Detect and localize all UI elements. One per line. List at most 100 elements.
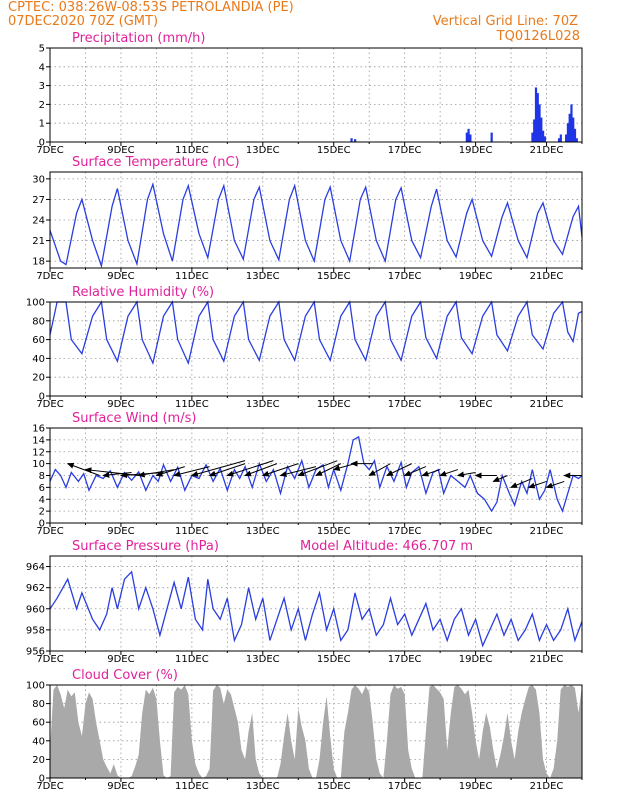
pres-ytick-label: 964 [26, 562, 45, 573]
cloud-title: Cloud Cover (%) [72, 668, 178, 683]
wind-ytick-label: 8 [39, 471, 45, 482]
pres-title: Surface Pressure (hPa) [72, 539, 219, 554]
precip-bar [540, 117, 543, 142]
temp-xtick-label: 11DEC [175, 271, 209, 282]
wind-xtick-label: 17DEC [388, 526, 422, 537]
precip-xtick-label: 17DEC [388, 145, 422, 156]
wind-series-line [49, 435, 583, 513]
precip-bar [465, 132, 468, 142]
wind-arrow [190, 460, 246, 477]
precip-ytick-label: 5 [39, 44, 45, 55]
cloud-xtick-label: 13DEC [246, 781, 280, 792]
cloud-ytick-label: 20 [32, 755, 45, 766]
precip-bar [573, 128, 577, 142]
temp-ytick-label: 27 [32, 195, 45, 206]
pres-xtick-label: 7DEC [36, 654, 63, 665]
wind-arrow [510, 478, 533, 488]
temp-xtick-label: 7DEC [36, 271, 63, 282]
cloud-xtick-label: 7DEC [36, 781, 63, 792]
wind-xtick-label: 15DEC [317, 526, 351, 537]
pres-xtick-label: 13DEC [246, 654, 280, 665]
precip-xtick-label: 13DEC [246, 145, 280, 156]
wind-arrow [208, 463, 246, 477]
pres-frame [49, 555, 583, 652]
wind-title: Surface Wind (m/s) [72, 411, 196, 426]
rh-xtick-label: 9DEC [107, 399, 134, 410]
precip-bar [565, 134, 568, 142]
precip-bar [559, 134, 562, 142]
temp-series-line [49, 181, 583, 269]
wind-xtick-label: 19DEC [459, 526, 493, 537]
wind-arrow [332, 463, 356, 471]
precip-ytick-label: 4 [39, 62, 45, 73]
precip-bar [467, 128, 470, 142]
precip-ytick-label: 3 [39, 81, 45, 92]
cloud-ytick-label: 0 [39, 774, 45, 785]
wind-xtick-label: 13DEC [246, 526, 280, 537]
temp-xtick-label: 13DEC [246, 271, 280, 282]
precip-panel: 0 1 2 3 4 5 7DEC 9DEC 11DEC 13DEC 15DEC 17DEC 19DEC 2… [36, 31, 583, 156]
wind-arrow [315, 463, 342, 476]
precip-bar [570, 104, 573, 142]
precip-bar [531, 132, 534, 142]
wind-arrow [155, 466, 185, 477]
pres-ytick-label: 958 [26, 625, 45, 636]
precip-bar [541, 130, 545, 142]
precip-bar [543, 136, 546, 142]
wind-xtick-label: 7DEC [36, 526, 63, 537]
rh-xtick-label: 19DEC [459, 399, 493, 410]
wind-arrow [244, 463, 278, 477]
rh-ytick-label: 60 [32, 335, 45, 346]
cloud-xtick-label: 17DEC [388, 781, 422, 792]
pres-xtick-label: 9DEC [107, 654, 134, 665]
wind-ytick-label: 6 [39, 483, 45, 494]
wind-arrow [297, 460, 338, 477]
pres-extra-label: Model Altitude: 466.707 m [300, 539, 473, 554]
rh-panel: 0 20 40 60 80 100 7DEC 9DEC 11DEC 13DEC 15DEC 17DEC… [26, 285, 583, 410]
wind-ytick-label: 14 [32, 435, 45, 446]
wind-arrow [66, 462, 100, 476]
cloud-xtick-label: 9DEC [107, 781, 134, 792]
wind-arrow [439, 469, 459, 477]
cloud-panel: 0 20 40 60 80 100 7DEC 9DEC 11DEC 13DEC 15DEC 17DEC… [26, 668, 583, 792]
rh-xtick-label: 13DEC [246, 399, 280, 410]
precip-bar [566, 123, 570, 142]
temp-ytick-label: 24 [32, 216, 45, 227]
model-code: TQ0126L028 [496, 29, 580, 44]
wind-xtick-label: 21DEC [530, 526, 564, 537]
rh-title: Relative Humidity (%) [72, 285, 214, 300]
temp-xtick-label: 15DEC [317, 271, 351, 282]
precip-bar [490, 132, 493, 142]
precip-bar [575, 138, 578, 142]
wind-arrow [421, 469, 441, 477]
pres-series-line [49, 570, 583, 648]
precip-xtick-label: 21DEC [530, 145, 564, 156]
rh-ytick-label: 40 [32, 354, 45, 365]
temp-xtick-label: 21DEC [530, 271, 564, 282]
wind-arrow [226, 460, 274, 477]
pres-ytick-label: 962 [26, 583, 45, 594]
wind-ytick-label: 10 [32, 459, 45, 470]
pres-xtick-label: 19DEC [459, 654, 493, 665]
cloud-frame [49, 684, 583, 779]
rh-xtick-label: 15DEC [317, 399, 351, 410]
wind-xtick-label: 9DEC [107, 526, 134, 537]
wind-frame [49, 427, 583, 524]
temp-panel: 18 21 24 27 30 7DEC 9DEC 11DEC 13DEC 15DEC 17DEC 19… [32, 155, 583, 282]
precip-bar [538, 104, 541, 142]
temp-title: Surface Temperature (nC) [72, 155, 240, 170]
vertical-grid-note: Vertical Grid Line: 70Z [433, 14, 578, 29]
temp-ytick-label: 30 [32, 174, 45, 185]
rh-ytick-label: 100 [26, 298, 45, 309]
wind-ytick-label: 0 [39, 519, 45, 530]
precip-frame [49, 47, 583, 143]
wind-arrow [403, 466, 427, 476]
precip-bar [568, 113, 571, 142]
precip-xtick-label: 19DEC [459, 145, 493, 156]
wind-arrow [137, 469, 175, 478]
precip-ytick-label: 1 [39, 119, 45, 130]
cloud-ytick-label: 60 [32, 718, 45, 729]
wind-ytick-label: 16 [32, 424, 45, 435]
precip-xtick-label: 7DEC [36, 145, 63, 156]
